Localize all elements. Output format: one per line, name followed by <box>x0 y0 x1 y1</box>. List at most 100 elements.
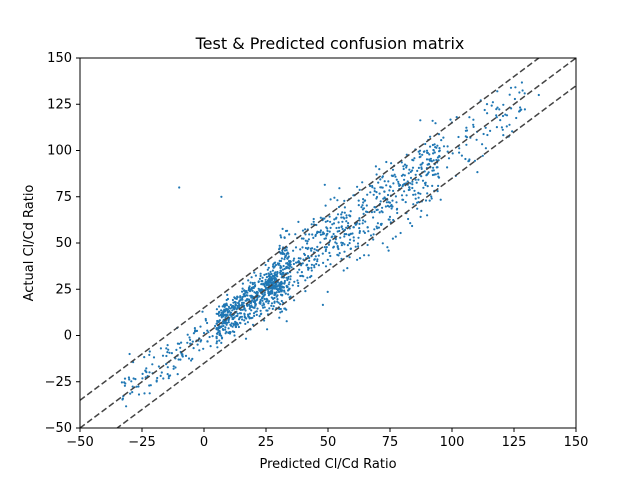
data-point <box>352 236 355 239</box>
data-point <box>159 347 162 350</box>
data-point <box>362 201 365 204</box>
data-point <box>233 330 236 334</box>
data-point <box>326 290 329 293</box>
data-point <box>254 274 257 277</box>
data-point <box>239 296 242 299</box>
data-point <box>243 313 246 316</box>
data-point <box>412 159 415 162</box>
data-point <box>310 266 313 269</box>
data-point <box>426 192 429 195</box>
data-point <box>372 216 375 219</box>
data-point <box>408 186 411 189</box>
data-point <box>271 277 274 280</box>
data-point <box>265 276 268 279</box>
data-point <box>300 237 303 240</box>
data-point <box>336 213 340 216</box>
data-point <box>292 259 295 262</box>
data-point <box>270 304 273 307</box>
data-point <box>417 166 420 169</box>
data-point <box>328 230 331 233</box>
data-point <box>375 208 378 212</box>
data-point <box>381 242 384 245</box>
data-point <box>435 158 438 162</box>
data-point <box>191 357 194 360</box>
data-point <box>431 169 434 172</box>
data-point <box>301 246 304 249</box>
data-point <box>460 154 463 157</box>
data-point <box>366 193 369 196</box>
data-point <box>248 305 252 308</box>
data-point <box>436 144 439 147</box>
data-point <box>232 307 235 310</box>
data-point <box>231 304 234 307</box>
data-point <box>250 286 253 289</box>
data-point <box>227 327 230 330</box>
data-point <box>256 296 259 299</box>
data-point <box>269 273 272 276</box>
data-point <box>376 227 379 230</box>
data-point <box>371 186 374 189</box>
data-point <box>465 143 468 146</box>
data-point <box>426 214 429 217</box>
data-point <box>218 314 221 317</box>
data-point <box>373 190 376 193</box>
data-point <box>319 216 322 219</box>
data-point <box>486 133 489 137</box>
data-point <box>345 216 348 219</box>
data-point <box>306 276 309 279</box>
data-point <box>458 151 461 154</box>
data-point <box>362 198 365 201</box>
data-point <box>167 348 170 351</box>
data-point <box>429 157 432 160</box>
data-point <box>473 159 477 162</box>
data-point <box>323 183 326 186</box>
data-point <box>296 271 299 274</box>
data-point <box>283 267 286 270</box>
data-point <box>235 297 238 300</box>
data-point <box>148 392 151 395</box>
data-point <box>130 380 133 383</box>
data-point <box>303 252 306 255</box>
data-point <box>193 330 197 333</box>
data-point <box>402 173 405 176</box>
data-point <box>316 245 319 248</box>
data-point <box>283 279 286 283</box>
data-point <box>341 211 344 214</box>
data-point <box>244 322 247 325</box>
data-point <box>422 186 425 189</box>
data-point <box>266 328 269 331</box>
data-point <box>414 197 417 200</box>
data-point <box>297 281 300 285</box>
data-point <box>395 201 398 204</box>
data-point <box>340 244 343 247</box>
data-point <box>224 326 227 329</box>
x-tick-label: −50 <box>66 435 93 450</box>
data-point <box>220 316 223 319</box>
data-point <box>341 227 344 231</box>
data-point <box>259 298 262 301</box>
data-point <box>263 273 266 276</box>
data-point <box>321 303 324 306</box>
data-point <box>510 107 513 110</box>
data-point <box>428 153 431 156</box>
y-tick-label: 25 <box>55 282 72 297</box>
data-point <box>308 233 311 236</box>
data-point <box>282 286 285 289</box>
data-point <box>261 296 264 299</box>
data-point <box>313 258 316 261</box>
x-tick-label: 150 <box>564 435 589 450</box>
data-point <box>431 184 434 187</box>
data-point <box>274 271 277 274</box>
data-point <box>465 129 469 132</box>
data-point <box>439 198 442 201</box>
data-point <box>315 231 319 235</box>
y-tick-label: 75 <box>55 190 72 205</box>
data-point <box>160 371 163 374</box>
reference-line <box>80 58 576 428</box>
data-point <box>221 328 224 331</box>
data-point <box>360 206 363 209</box>
data-point <box>199 340 202 343</box>
data-point <box>419 163 422 166</box>
data-point <box>229 303 232 306</box>
data-point <box>141 377 144 380</box>
